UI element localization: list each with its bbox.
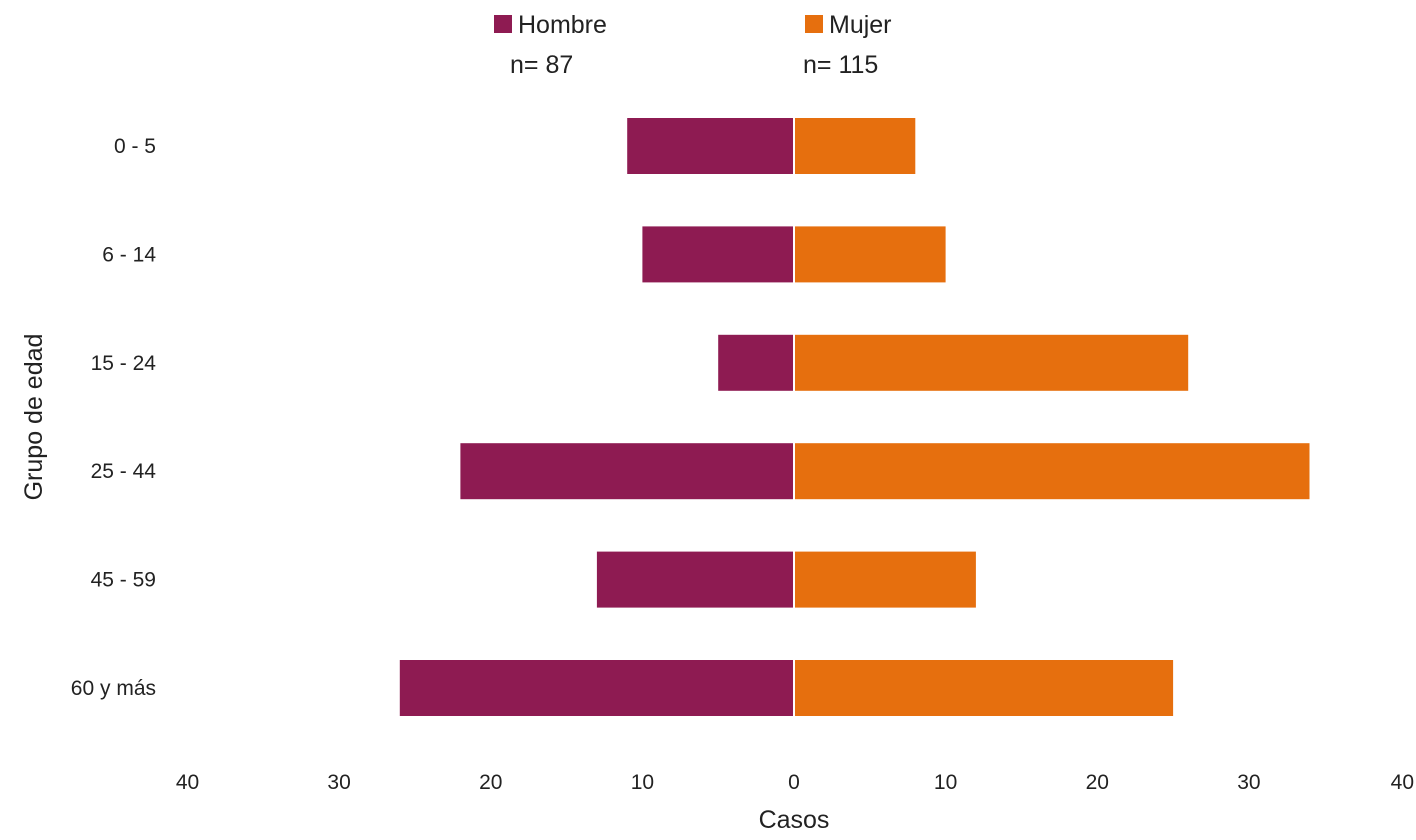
y-tick-label: 0 - 5 (114, 135, 156, 158)
bar-mujer-0-5 (794, 118, 916, 174)
y-tick-label: 15 - 24 (91, 352, 157, 375)
x-tick-label: 30 (327, 771, 350, 794)
x-tick-label: 30 (1237, 771, 1260, 794)
bar-mujer-25-44 (794, 443, 1310, 500)
bar-mujer-45-59 (794, 551, 976, 608)
legend-swatch-hombre (494, 15, 512, 33)
y-tick-label: 45 - 59 (91, 569, 156, 592)
y-tick-label: 60 y más (71, 677, 156, 700)
bar-mujer-6-14 (794, 226, 946, 283)
bar-hombre-25-44 (460, 443, 794, 500)
legend-n-mujer: n= 115 (803, 51, 878, 79)
bar-hombre-6-14 (642, 226, 794, 283)
y-tick-labels: 0 - 5 6 - 14 15 - 24 25 - 44 45 - 59 60 y más (71, 135, 157, 700)
x-tick-label: 10 (934, 771, 957, 794)
x-tick-label: 10 (631, 771, 654, 794)
x-tick-label: 20 (479, 771, 502, 794)
bar-mujer-15-24 (794, 334, 1189, 391)
x-tick-label: 20 (1086, 771, 1109, 794)
x-tick-labels: 40 30 20 10 0 10 20 30 40 (176, 771, 1414, 794)
legend-n-hombre: n= 87 (510, 51, 573, 79)
x-tick-label: 40 (176, 771, 199, 794)
bar-hombre-0-5 (627, 118, 794, 174)
bar-mujer-60-y-m-s (794, 660, 1174, 716)
legend-label-hombre: Hombre (518, 11, 607, 39)
legend: Hombre n= 87 Mujer n= 115 (494, 11, 892, 79)
y-axis-title: Grupo de edad (20, 334, 48, 501)
bar-hombre-60-y-m-s (399, 660, 794, 716)
y-tick-label: 25 - 44 (91, 460, 157, 483)
x-tick-label: 0 (788, 771, 800, 794)
y-tick-label: 6 - 14 (102, 243, 156, 266)
x-tick-label: 40 (1391, 771, 1414, 794)
legend-swatch-mujer (805, 15, 823, 33)
bars (399, 112, 1310, 722)
bar-hombre-15-24 (718, 334, 794, 391)
x-axis-title: Casos (759, 806, 830, 834)
legend-label-mujer: Mujer (829, 11, 892, 39)
bar-hombre-45-59 (596, 551, 794, 608)
